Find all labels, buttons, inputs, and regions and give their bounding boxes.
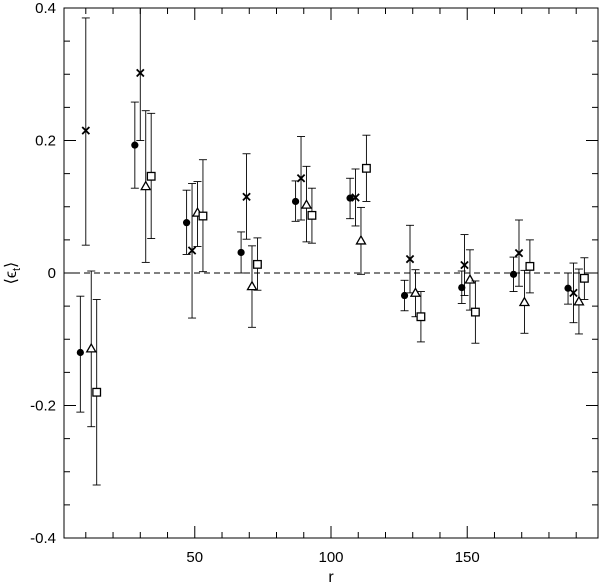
point-circle [237,248,245,257]
axis-ticks: 50 100 150 -0.4 -0.2 0 0.2 0.4 [30,0,598,566]
series-square [92,112,589,486]
point-square [198,211,208,221]
point-square [416,312,426,322]
y-axis-label: ⟨ϵt⟩ [3,262,23,285]
y-tick-label: 0 [48,265,56,282]
data-series [76,8,589,486]
point-circle [458,283,466,292]
point-triangle [355,234,367,245]
x-tick-label: 150 [455,549,480,566]
y-tick-label: -0.4 [30,530,56,547]
point-circle [76,348,84,357]
point-triangle [518,296,531,307]
point-cross [187,246,197,255]
point-triangle [140,180,152,191]
point-square [252,259,262,269]
point-triangle [573,295,585,306]
series-triangle [85,110,585,428]
point-circle [131,141,139,149]
point-triangle [85,342,97,353]
point-cross [460,260,469,270]
y-tick-label: 0.4 [35,0,56,17]
y-axis-label-subscript: t [11,268,23,271]
y-tick-label: 0.2 [35,133,56,150]
y-axis-label-close: ⟩ [3,262,20,268]
point-triangle [464,273,476,284]
point-cross [296,174,306,183]
point-cross [81,126,91,135]
point-square [361,163,371,173]
series-circle [76,101,573,413]
point-triangle [300,198,313,209]
y-tick-label: -0.2 [30,398,56,415]
point-cross [514,248,524,258]
point-cross [405,254,415,264]
point-square [146,171,156,181]
point-square [92,387,102,397]
point-cross [136,68,145,78]
point-circle [183,219,191,227]
point-cross [351,193,360,202]
x-tick-label: 50 [186,549,203,566]
point-circle [509,270,518,278]
point-square [525,261,535,271]
point-circle [400,291,409,300]
point-square [579,273,589,283]
error-bar [136,8,145,141]
point-cross [569,288,578,298]
y-axis-label-main: ⟨ϵ [3,271,20,284]
point-triangle [409,287,422,297]
x-tick-label: 100 [318,549,343,566]
point-square [470,307,480,317]
point-cross [242,192,251,202]
series-cross [81,8,578,324]
point-triangle [246,280,258,291]
x-axis-label: r [328,569,334,585]
point-circle [291,197,300,206]
point-square [307,210,317,220]
